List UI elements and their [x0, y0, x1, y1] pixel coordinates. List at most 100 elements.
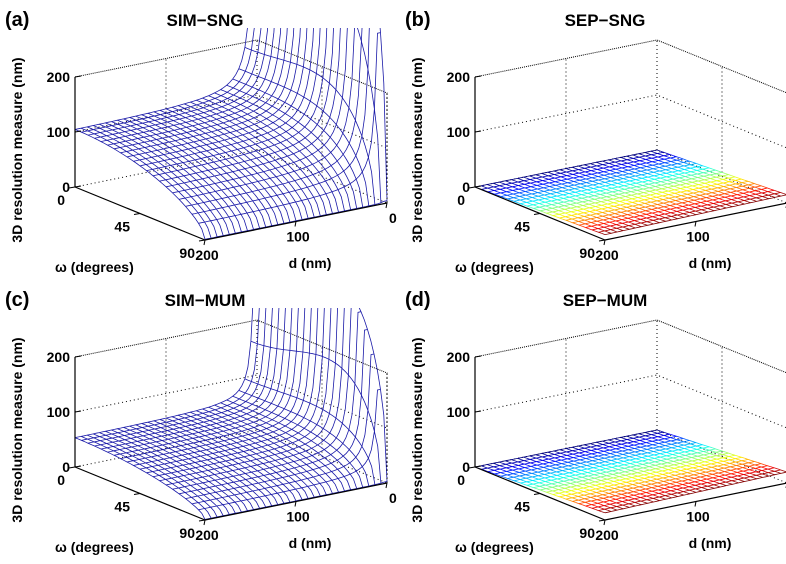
- mesh-line-d: [165, 108, 297, 221]
- mesh-line-d: [514, 180, 519, 183]
- mesh-line-d: [582, 484, 587, 486]
- mesh-line-d: [177, 105, 309, 219]
- mesh-line-d: [657, 183, 662, 186]
- mesh-line-d: [523, 480, 527, 483]
- mesh-line-d: [620, 211, 625, 214]
- mesh-line-d: [604, 206, 609, 208]
- mesh-line-d: [666, 455, 670, 458]
- mesh-line-d: [534, 467, 538, 469]
- mesh-line-d: [594, 454, 599, 457]
- mesh-line-d: [712, 172, 717, 175]
- mesh-line-d: [202, 97, 333, 214]
- mesh-line-d: [709, 171, 713, 173]
- mesh-line-d: [589, 486, 593, 489]
- mesh-line-d: [703, 172, 707, 175]
- mesh-line-d: [616, 451, 620, 454]
- mesh-line-d: [743, 474, 748, 476]
- mesh-line-d: [590, 170, 595, 173]
- mesh-line-d: [771, 469, 775, 472]
- mesh-line-d: [577, 185, 581, 188]
- mesh-line-d: [605, 488, 609, 491]
- mesh-line-d: [624, 491, 628, 494]
- mesh-line-d: [704, 182, 709, 185]
- mesh-line-d: [721, 195, 726, 198]
- mesh-line-d: [586, 206, 590, 209]
- mesh-line-d: [566, 199, 571, 202]
- mesh-line-d: [655, 468, 660, 471]
- mesh-line-d: [552, 466, 557, 469]
- mesh-line-d: [652, 219, 657, 222]
- mesh-line-d: [629, 436, 634, 439]
- mesh-line-d: [758, 187, 762, 190]
- mesh-line-d: [700, 453, 704, 456]
- mesh-line-d: [651, 437, 656, 440]
- mesh-line-d: [654, 461, 659, 464]
- mesh-line-d: [232, 395, 364, 488]
- mesh-line-d: [578, 172, 583, 175]
- mesh-line-d: [598, 486, 603, 488]
- mesh-line-d: [641, 476, 645, 479]
- mesh-line-d: [655, 445, 660, 448]
- mesh-line-d: [565, 216, 569, 219]
- mesh-line-d: [541, 197, 545, 199]
- mesh-line-d: [562, 190, 566, 193]
- mesh-line-d: [575, 451, 580, 454]
- mesh-line-d: [726, 183, 730, 186]
- mesh-line-d: [541, 173, 546, 175]
- mesh-line-d: [557, 478, 561, 481]
- mesh-line-d: [644, 152, 649, 154]
- mesh-line-d: [672, 480, 677, 483]
- mesh-line-d: [663, 182, 668, 185]
- mesh-line-d: [686, 445, 691, 448]
- mesh-line-d: [623, 178, 627, 181]
- mesh-line-d: [658, 211, 662, 214]
- mesh-line-d: [547, 192, 551, 195]
- mesh-line-d: [653, 199, 658, 202]
- mesh-line-d: [712, 447, 716, 450]
- mesh-line-d: [641, 434, 646, 437]
- mesh-line-d: [564, 484, 568, 487]
- mesh-line-d: [664, 189, 669, 192]
- mesh-line-d: [688, 486, 693, 489]
- mesh-line-d: [602, 164, 607, 167]
- mesh-line-d: [698, 489, 703, 492]
- mesh-line-d: [602, 191, 607, 194]
- mesh-line-d: [643, 195, 648, 198]
- mesh-line-d: [644, 172, 648, 174]
- z-tick-mark: [474, 465, 482, 468]
- mesh-line-d: [701, 487, 706, 489]
- mesh-line-d: [690, 195, 694, 197]
- mesh-line-d: [543, 490, 547, 493]
- mesh-line-d: [642, 441, 647, 443]
- mesh-line-d: [692, 467, 697, 470]
- mesh-line-d: [568, 468, 573, 471]
- mesh-line-d: [572, 194, 576, 197]
- mesh-line-d: [653, 474, 657, 477]
- mesh-line-d: [570, 183, 575, 186]
- mesh-line-d: [725, 455, 730, 457]
- mesh-line-d: [724, 471, 729, 474]
- mesh-line-d: [516, 474, 520, 477]
- mesh-line-d: [650, 198, 654, 201]
- mesh-line-d: [762, 473, 766, 476]
- mesh-line-d: [612, 167, 616, 170]
- mesh-line-d: [706, 475, 710, 478]
- mesh-line-d: [613, 477, 617, 480]
- mesh-line-d: [661, 494, 666, 496]
- mesh-line-d: [708, 465, 712, 468]
- mesh-line-d: [777, 468, 781, 471]
- mesh-line-d: [533, 208, 537, 210]
- mesh-line-d: [734, 200, 739, 203]
- mesh-line-d: [740, 195, 744, 198]
- mesh-line-d: [608, 469, 613, 472]
- mesh-line-d: [619, 452, 623, 455]
- mesh-line-d: [617, 159, 622, 162]
- mesh-line-d: [555, 491, 560, 494]
- mesh-line-d: [648, 489, 653, 492]
- mesh-line-d: [660, 154, 665, 157]
- mesh-line-d: [689, 469, 694, 472]
- mesh-line-d: [564, 184, 569, 187]
- mesh-line-d: [614, 213, 619, 216]
- mesh-line-d: [738, 177, 742, 180]
- mesh-line-d: [618, 449, 623, 452]
